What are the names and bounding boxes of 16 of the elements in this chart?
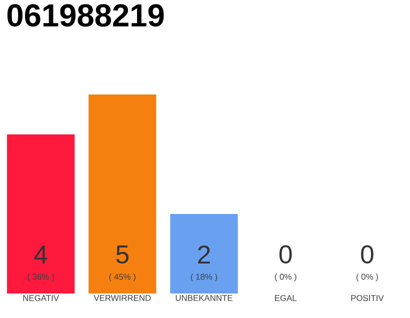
data-label: 2 xyxy=(198,245,210,264)
x-tick-label: EGAL xyxy=(275,294,297,301)
data-label: 0 xyxy=(361,245,374,264)
data-label: 0 xyxy=(279,245,292,264)
data-label: 5 xyxy=(116,245,128,264)
annotation: ( 0% ) xyxy=(274,273,296,282)
x-tick-label: POSITIV xyxy=(351,294,384,301)
chart-title: 061988219 xyxy=(7,4,164,26)
x-tick-label: UNBEKANNTE xyxy=(176,294,232,301)
x-tick-label: VERWIRREND xyxy=(94,294,151,301)
annotation: ( 36% ) xyxy=(28,273,54,282)
annotation: ( 18% ) xyxy=(190,273,218,282)
x-tick-label: NEGATIV xyxy=(23,294,59,301)
annotation: ( 0% ) xyxy=(356,273,378,282)
annotation: ( 45% ) xyxy=(109,273,136,282)
data-label: 4 xyxy=(34,246,48,264)
